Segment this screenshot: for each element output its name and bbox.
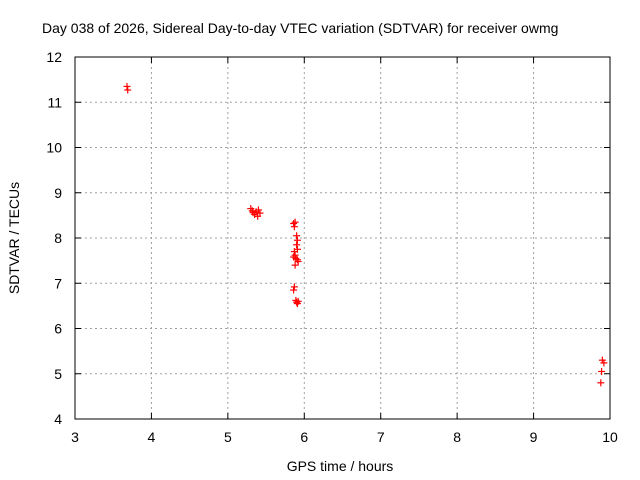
data-point [290, 283, 298, 291]
data-point [123, 82, 131, 90]
data-point [294, 258, 302, 266]
y-tick-label: 12 [46, 49, 62, 65]
data-point [598, 367, 606, 375]
data-point [294, 297, 302, 305]
data-point [291, 218, 299, 226]
x-tick-label: 7 [377, 429, 385, 445]
data-point [290, 248, 298, 256]
data-point [124, 86, 132, 94]
axis-ticks [74, 56, 611, 420]
x-tick-label: 9 [530, 429, 538, 445]
y-tick-label: 5 [54, 366, 62, 382]
chart-title: Day 038 of 2026, Sidereal Day-to-day VTE… [42, 20, 558, 36]
data-points [123, 82, 608, 387]
y-tick-label: 8 [54, 230, 62, 246]
x-tick-label: 5 [224, 429, 232, 445]
data-point [293, 232, 301, 240]
x-tick-label: 3 [71, 429, 79, 445]
data-point [600, 359, 608, 367]
data-point [256, 209, 264, 217]
data-point [290, 220, 298, 228]
x-axis-label: GPS time / hours [287, 458, 394, 474]
data-point [291, 261, 299, 269]
data-point [293, 236, 301, 244]
x-tick-labels: 3 4 5 6 7 8 9 10 [71, 429, 618, 445]
data-point [597, 379, 605, 387]
y-tick-labels: 4 5 6 7 8 9 10 11 12 [46, 49, 62, 427]
x-tick-label: 8 [453, 429, 461, 445]
x-tick-label: 6 [300, 429, 308, 445]
y-tick-label: 6 [54, 321, 62, 337]
y-tick-label: 9 [54, 185, 62, 201]
y-tick-label: 11 [47, 94, 62, 110]
data-point [254, 206, 262, 214]
grid-lines [75, 57, 610, 419]
y-tick-label: 7 [54, 275, 62, 291]
x-tick-label: 4 [148, 429, 156, 445]
data-point [290, 223, 298, 231]
y-tick-label: 4 [54, 411, 62, 427]
x-tick-label: 10 [602, 429, 618, 445]
data-point [290, 286, 298, 294]
y-axis-label: SDTVAR / TECUs [6, 182, 22, 294]
data-point [293, 298, 301, 306]
y-tick-label: 10 [46, 140, 62, 156]
data-point [293, 241, 301, 249]
